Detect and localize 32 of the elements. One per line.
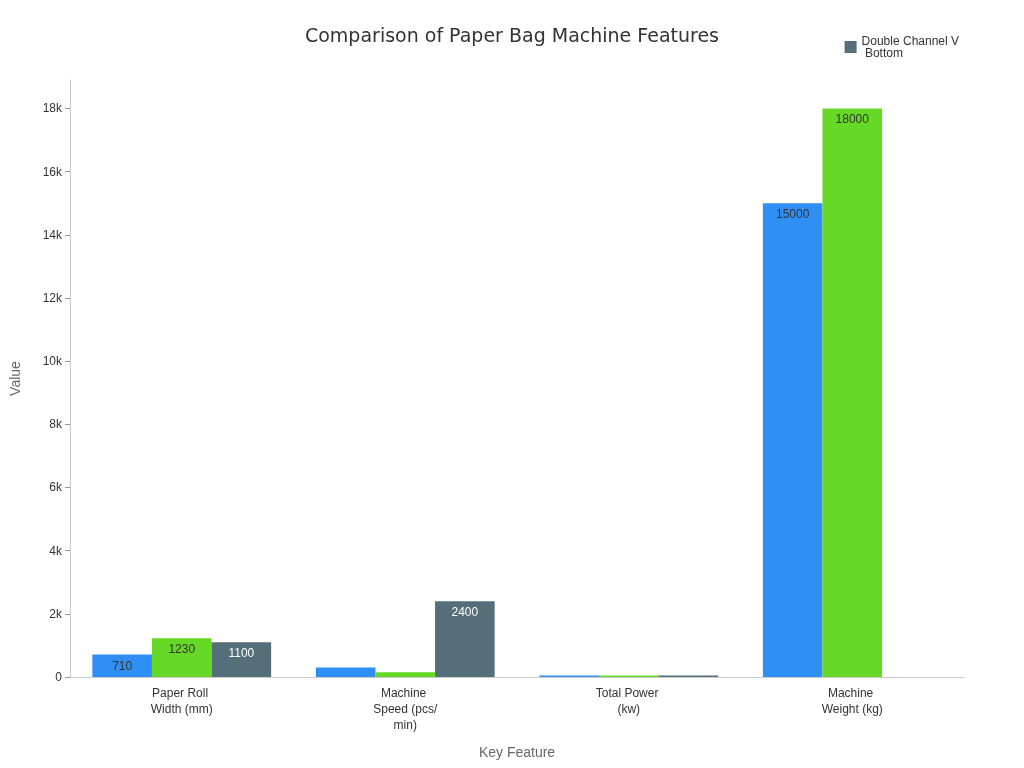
- y-tick-label: 8k: [49, 417, 63, 432]
- y-tick-label: 16k: [42, 164, 63, 179]
- bar: [92, 654, 152, 677]
- y-tick-label: 2k: [49, 606, 63, 621]
- chart-title: Comparison of Paper Bag Machine Features: [304, 23, 720, 46]
- bar: [762, 203, 823, 677]
- data-label: 2400: [451, 605, 479, 620]
- bar: [315, 667, 376, 677]
- bar: [211, 642, 272, 677]
- data-label: 1100: [228, 646, 255, 661]
- x-axis-title: Key Feature: [478, 744, 556, 760]
- bar: [151, 638, 212, 677]
- data-label: 18000: [835, 112, 870, 127]
- data-label: 15000: [775, 207, 810, 222]
- x-tick-label: Machine Speed (pcs/min): [373, 686, 438, 732]
- y-tick-label: 0: [55, 670, 63, 684]
- y-tick-label: 4k: [49, 543, 63, 558]
- data-label: 710: [112, 658, 133, 673]
- legend-label: Double Channel V Bottom: [861, 34, 960, 60]
- x-tick-label: Total Power (kw): [595, 686, 662, 716]
- bar: [435, 601, 495, 677]
- x-tick-label: Paper Roll Width (mm): [150, 686, 213, 716]
- data-label: 1230: [168, 642, 196, 657]
- y-tick-label: 14k: [42, 227, 63, 242]
- x-tick-label: Machine Weight (kg): [821, 686, 883, 716]
- y-tick-label: 10k: [42, 354, 63, 369]
- bar: [375, 672, 436, 677]
- y-tick-label: 6k: [49, 480, 63, 495]
- bar: [822, 108, 883, 677]
- y-axis-title: Value: [7, 360, 23, 396]
- y-tick-label: 12k: [42, 290, 63, 305]
- y-tick-label: 18k: [42, 101, 63, 116]
